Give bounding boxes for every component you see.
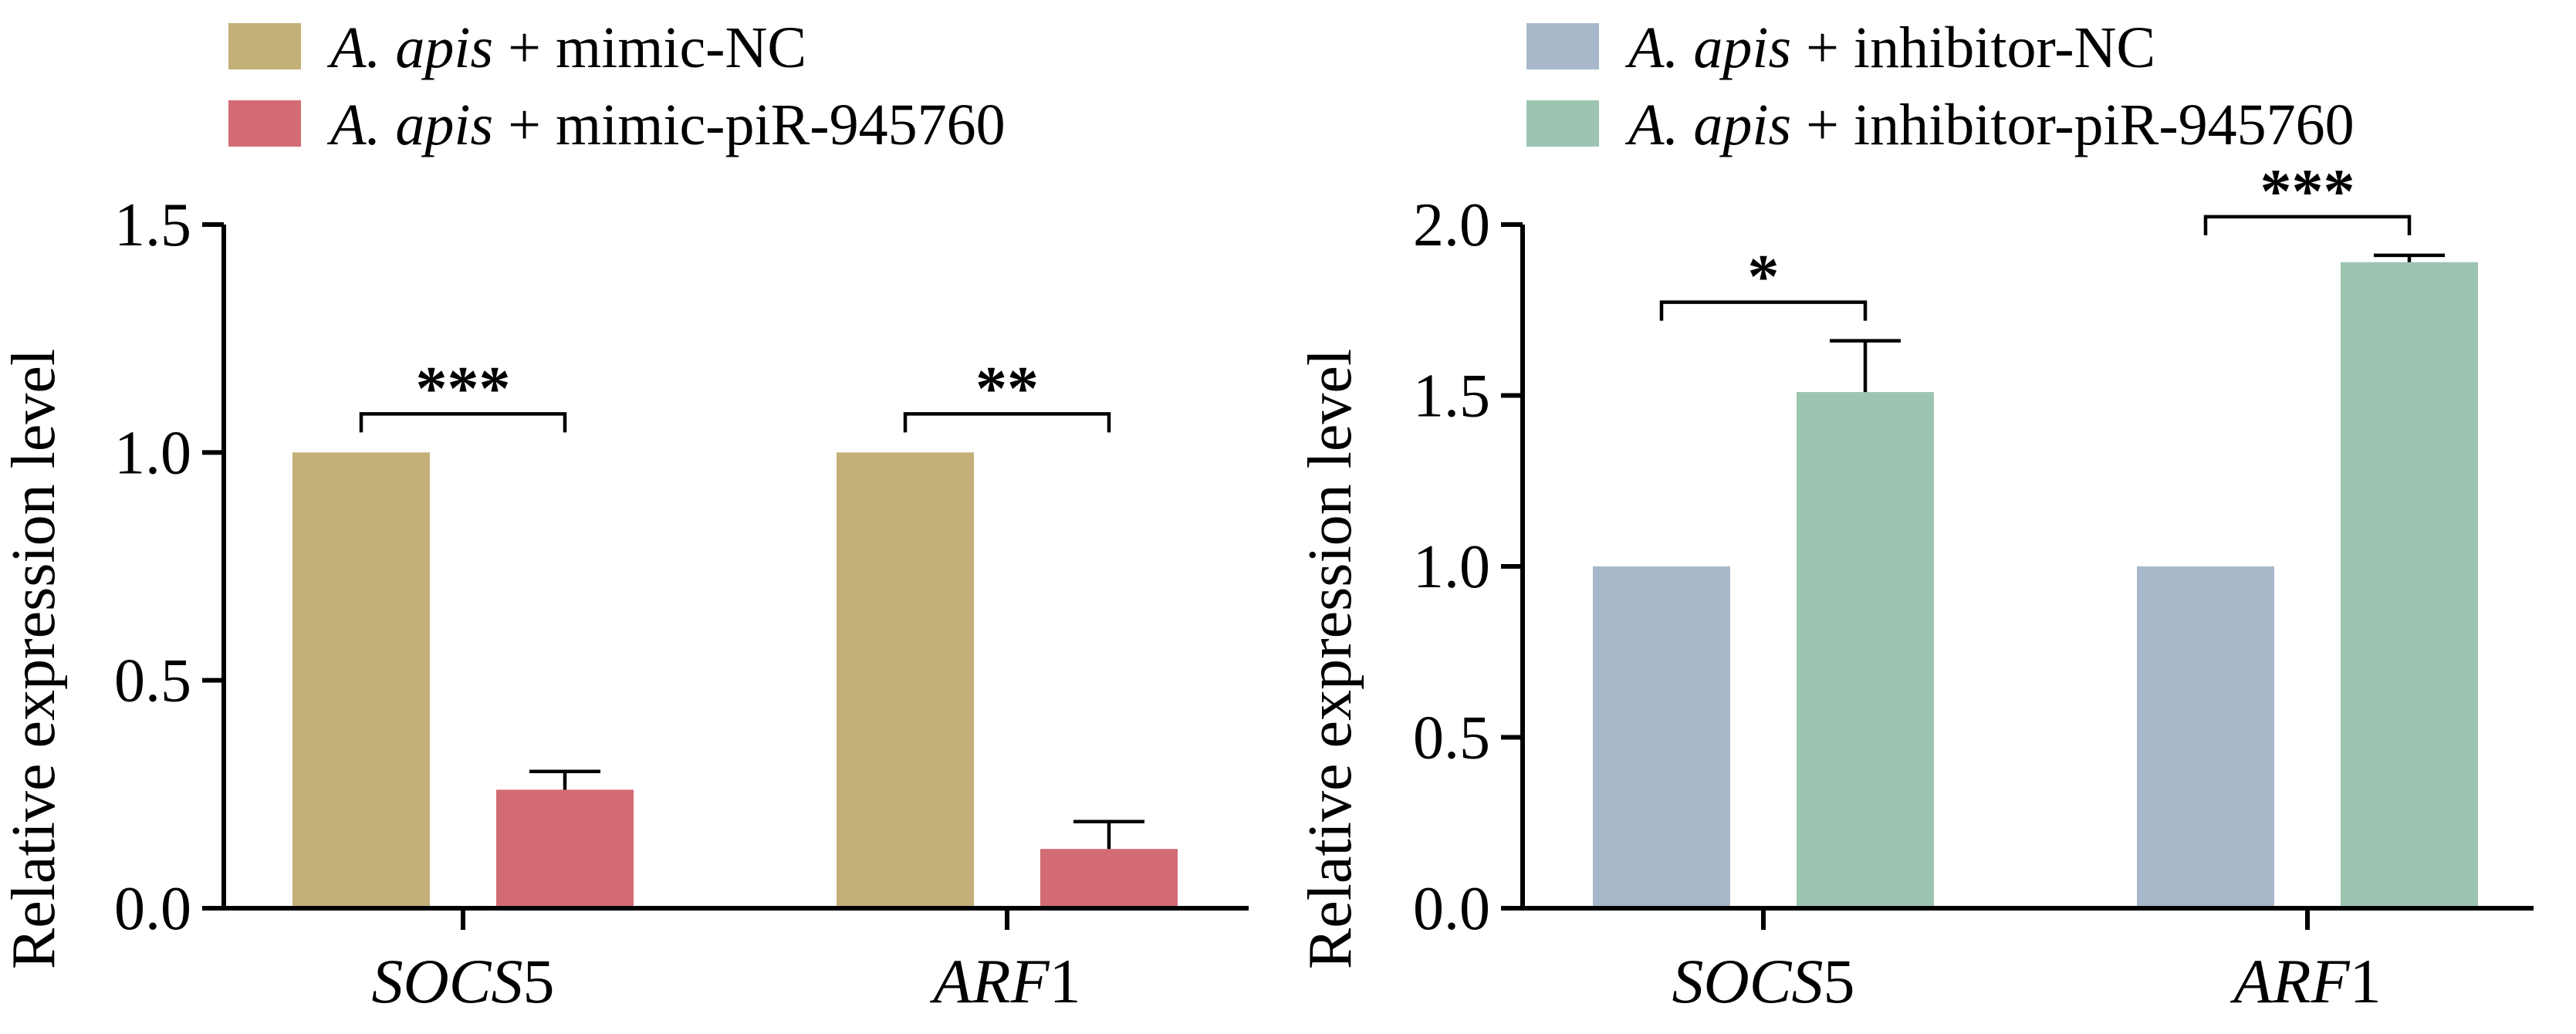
legend-swatch <box>1526 23 1599 69</box>
legend-label: A. apis + mimic-piR-945760 <box>326 93 1006 157</box>
y-tick-label: 1.5 <box>114 191 191 259</box>
significance-bracket <box>1659 300 1868 321</box>
bar <box>496 789 634 908</box>
legend-label-species: A. apis <box>326 93 493 157</box>
bar <box>837 452 974 908</box>
x-tick-label: ARF1 <box>929 946 1080 1016</box>
significance-bracket <box>903 412 1111 433</box>
gene-name: ARF <box>929 946 1050 1016</box>
significance-bracket <box>359 412 567 433</box>
bar <box>1593 566 1730 908</box>
gene-number: 5 <box>1823 946 1854 1016</box>
significance-bracket <box>2203 215 2412 235</box>
y-tick-label: 0.5 <box>114 647 191 715</box>
y-tick-label: 0.0 <box>1413 875 1490 943</box>
x-tick-label: ARF1 <box>2229 946 2381 1016</box>
chart-panel-1: A. apis + mimic-NCA. apis + mimic-piR-94… <box>0 15 1249 1016</box>
significance-label: ** <box>975 353 1039 423</box>
legend-swatch <box>1526 100 1599 147</box>
y-axis-title: Relative expression level <box>0 349 68 969</box>
legend-label-treatment: + inhibitor-piR-945760 <box>1791 93 2355 157</box>
legend-label: A. apis + mimic-NC <box>326 15 806 80</box>
legend-label: A. apis + inhibitor-NC <box>1624 15 2155 80</box>
bar <box>2137 566 2274 908</box>
gene-number: 1 <box>1050 946 1081 1016</box>
y-tick-label: 2.0 <box>1413 191 1490 259</box>
significance-label: * <box>1748 242 1780 312</box>
legend-label-species: A. apis <box>1624 15 1791 80</box>
legend-label-treatment: + mimic-NC <box>493 15 806 80</box>
legend-swatch <box>228 23 301 69</box>
gene-name: ARF <box>2229 946 2350 1016</box>
legend-label-treatment: + mimic-piR-945760 <box>493 93 1005 157</box>
gene-number: 1 <box>2350 946 2382 1016</box>
legend-label-treatment: + inhibitor-NC <box>1791 15 2155 80</box>
significance-label: *** <box>416 353 511 423</box>
significance-label: *** <box>2260 156 2355 226</box>
bar <box>1040 849 1178 908</box>
bar <box>2341 262 2478 909</box>
bar <box>292 452 430 908</box>
gene-name: SOCS <box>1672 946 1824 1016</box>
gene-number: 5 <box>522 946 554 1016</box>
y-tick-label: 1.5 <box>1413 363 1490 431</box>
chart-panel-2: A. apis + inhibitor-NCA. apis + inhibito… <box>1296 15 2534 1016</box>
x-tick-label: SOCS5 <box>1672 946 1855 1016</box>
gene-name: SOCS <box>372 946 523 1016</box>
y-tick-label: 1.0 <box>114 419 191 487</box>
y-tick-label: 0.0 <box>114 875 191 943</box>
legend-swatch <box>228 100 301 147</box>
legend-label: A. apis + inhibitor-piR-945760 <box>1624 93 2355 157</box>
y-axis-title: Relative expression level <box>1296 349 1364 969</box>
legend-label-species: A. apis <box>326 15 493 80</box>
legend-label-species: A. apis <box>1624 93 1791 157</box>
y-tick-label: 0.5 <box>1413 705 1490 772</box>
bar <box>1797 392 1934 908</box>
x-tick-label: SOCS5 <box>372 946 555 1016</box>
y-tick-label: 1.0 <box>1413 533 1490 601</box>
